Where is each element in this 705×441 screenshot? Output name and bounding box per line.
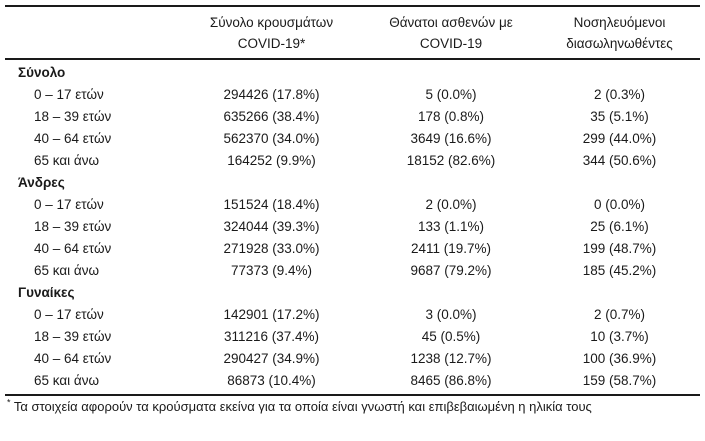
table-row: 18 – 39 ετών 311216 (37.4%) 45 (0.5%) 10…	[5, 326, 700, 348]
cases-value: 294426 (17.8%)	[223, 87, 320, 102]
header-bottom-rule	[5, 58, 700, 60]
cases-value: 635266 (38.4%)	[223, 109, 320, 124]
section-label-women: Γυναίκες	[18, 285, 75, 300]
deaths-value: 5 (0.0%)	[425, 87, 477, 102]
intubated-value: 159 (58.7%)	[582, 373, 657, 388]
column-header-intubated-line2: διασωληνωθέντες	[566, 36, 673, 51]
deaths-value: 1238 (12.7%)	[410, 351, 492, 366]
deaths-value: 2 (0.0%)	[425, 197, 477, 212]
deaths-value: 133 (1.1%)	[417, 219, 485, 234]
cases-value: 164252 (9.9%)	[227, 153, 316, 168]
section-header-row-men: Άνδρες	[5, 172, 700, 194]
age-label: 18 – 39 ετών	[34, 109, 112, 124]
deaths-value: 18152 (82.6%)	[406, 153, 496, 168]
table-row: 40 – 64 ετών 290427 (34.9%) 1238 (12.7%)…	[5, 348, 700, 370]
table-row: 65 και άνω 86873 (10.4%) 8465 (86.8%) 15…	[5, 370, 700, 392]
section-header-row-women: Γυναίκες	[5, 282, 700, 304]
deaths-value: 9687 (79.2%)	[410, 263, 492, 278]
table-row: 0 – 17 ετών 142901 (17.2%) 3 (0.0%) 2 (0…	[5, 304, 700, 326]
column-header-deaths-line1: Θάνατοι ασθενών με	[389, 15, 513, 30]
intubated-value: 0 (0.0%)	[593, 197, 646, 212]
age-label: 18 – 39 ετών	[34, 329, 112, 344]
cases-value: 271928 (33.0%)	[223, 241, 320, 256]
table-row: 40 – 64 ετών 562370 (34.0%) 3649 (16.6%)…	[5, 128, 700, 150]
deaths-value: 178 (0.8%)	[417, 109, 485, 124]
age-label: 0 – 17 ετών	[34, 197, 104, 212]
cases-value: 86873 (10.4%)	[227, 373, 316, 388]
age-label: 65 και άνω	[34, 373, 100, 388]
table-row: 18 – 39 ετών 324044 (39.3%) 133 (1.1%) 2…	[5, 216, 700, 238]
table-row: 65 και άνω 77373 (9.4%) 9687 (79.2%) 185…	[5, 260, 700, 282]
footnote-marker: *	[7, 397, 11, 408]
cases-value: 151524 (18.4%)	[223, 197, 320, 212]
section-label-men: Άνδρες	[18, 175, 65, 190]
cases-value: 290427 (34.9%)	[223, 351, 320, 366]
age-label: 0 – 17 ετών	[34, 87, 104, 102]
cases-value: 311216 (37.4%)	[223, 329, 320, 344]
age-label: 40 – 64 ετών	[34, 131, 112, 146]
intubated-value: 10 (3.7%)	[590, 329, 649, 344]
column-header-cases: Σύνολο κρουσμάτων COVID-19*	[180, 12, 363, 54]
intubated-value: 100 (36.9%)	[582, 351, 657, 366]
age-label: 40 – 64 ετών	[34, 351, 112, 366]
cases-value: 562370 (34.0%)	[223, 131, 320, 146]
cases-value: 324044 (39.3%)	[223, 219, 320, 234]
intubated-value: 299 (44.0%)	[582, 131, 657, 146]
column-header-intubated-line1: Νοσηλευόμενοι	[573, 15, 666, 30]
intubated-value: 199 (48.7%)	[582, 241, 657, 256]
section-label-total: Σύνολο	[18, 65, 66, 80]
column-header-cases-line1: Σύνολο κρουσμάτων	[209, 15, 334, 30]
deaths-value: 3649 (16.6%)	[410, 131, 492, 146]
deaths-value: 8465 (86.8%)	[410, 373, 492, 388]
intubated-value: 185 (45.2%)	[582, 263, 657, 278]
deaths-value: 45 (0.5%)	[421, 329, 481, 344]
footnote-text: Τα στοιχεία αφορούν τα κρούσματα εκείνα …	[13, 399, 592, 414]
intubated-value: 344 (50.6%)	[582, 153, 657, 168]
age-label: 0 – 17 ετών	[34, 307, 104, 322]
intubated-value: 35 (5.1%)	[590, 109, 649, 124]
footer-top-rule	[5, 394, 700, 396]
section-header-row-total: Σύνολο	[5, 62, 700, 84]
table-row: 0 – 17 ετών 151524 (18.4%) 2 (0.0%) 0 (0…	[5, 194, 700, 216]
table-row: 18 – 39 ετών 635266 (38.4%) 178 (0.8%) 3…	[5, 106, 700, 128]
table-row: 0 – 17 ετών 294426 (17.8%) 5 (0.0%) 2 (0…	[5, 84, 700, 106]
age-label: 65 και άνω	[34, 263, 100, 278]
table-header-row: Σύνολο κρουσμάτων COVID-19* Θάνατοι ασθε…	[5, 7, 700, 58]
table-row: 40 – 64 ετών 271928 (33.0%) 2411 (19.7%)…	[5, 238, 700, 260]
column-header-deaths-line2: COVID-19	[419, 36, 483, 51]
age-label: 18 – 39 ετών	[34, 219, 112, 234]
table-top-rule	[5, 5, 700, 7]
deaths-value: 3 (0.0%)	[425, 307, 477, 322]
intubated-value: 25 (6.1%)	[590, 219, 649, 234]
age-label: 40 – 64 ετών	[34, 241, 112, 256]
cases-value: 77373 (9.4%)	[230, 263, 313, 278]
intubated-value: 2 (0.7%)	[593, 307, 646, 322]
column-header-cases-line2: COVID-19*	[237, 36, 306, 51]
covid-age-sex-table: Σύνολο κρουσμάτων COVID-19* Θάνατοι ασθε…	[5, 5, 700, 415]
column-header-intubated: Νοσηλευόμενοι διασωληνωθέντες	[539, 12, 700, 54]
age-label: 65 και άνω	[34, 153, 100, 168]
table-row: 65 και άνω 164252 (9.9%) 18152 (82.6%) 3…	[5, 150, 700, 172]
deaths-value: 2411 (19.7%)	[410, 241, 492, 256]
column-header-deaths: Θάνατοι ασθενών με COVID-19	[363, 12, 539, 54]
footnote: * Τα στοιχεία αφορούν τα κρούσματα εκείν…	[5, 396, 700, 415]
intubated-value: 2 (0.3%)	[593, 87, 646, 102]
cases-value: 142901 (17.2%)	[223, 307, 320, 322]
